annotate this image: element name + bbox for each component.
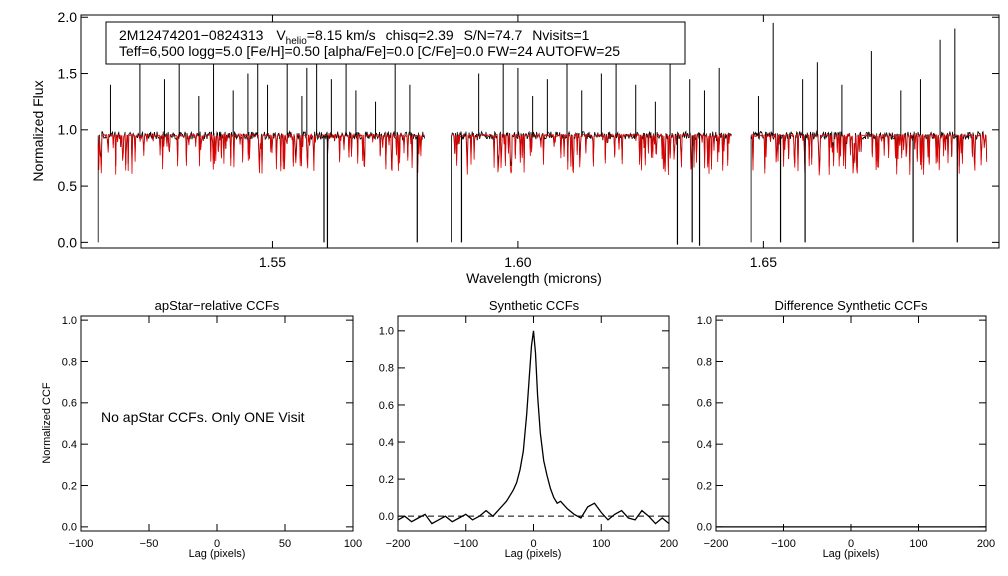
y-tick-label: 0.6 (62, 398, 77, 410)
x-tick-label: 0 (214, 538, 220, 550)
y-tick-label: 1.0 (62, 315, 77, 327)
x-tick-label: 100 (592, 538, 610, 550)
observed-spectrum-line (97, 129, 988, 243)
y-tick-label: 0.0 (58, 234, 78, 250)
y-tick-label: 0.2 (697, 480, 712, 492)
y-tick-label: 0.8 (62, 356, 77, 368)
y-tick-label: 0.5 (58, 178, 78, 194)
difference-ccf-axes-frame (715, 315, 987, 532)
difference-ccf-panel: Difference Synthetic CCFs −200 −100 0 100 20… (697, 298, 995, 560)
parameter-line-2: Teff=6,500 logg=5.0 [Fe/H]=0.50 [alpha/F… (119, 43, 620, 59)
vhelio-label: V (276, 27, 286, 43)
y-tick-label: 0.2 (62, 480, 77, 492)
x-tick-label: 0 (848, 538, 854, 550)
synthetic-spectrum-line (97, 132, 988, 176)
y-tick-label: 0.0 (697, 522, 712, 534)
x-tick-label: −200 (386, 538, 411, 550)
synthetic-ccf-line (397, 330, 670, 525)
difference-ccf-xlabel: Lag (pixels) (823, 548, 880, 560)
x-tick-label: 0 (530, 538, 536, 550)
nvisits-value: Nvisits=1 (532, 27, 589, 43)
y-tick-label: 0.4 (379, 437, 394, 449)
snr-value: S/N=74.7 (464, 27, 523, 43)
y-tick-label: 1.0 (58, 122, 78, 138)
y-tick-label: 0.4 (62, 439, 77, 451)
apstar-ccf-message: No apStar CCFs. Only ONE Visit (101, 409, 305, 425)
x-tick-label: 100 (909, 538, 927, 550)
y-tick-label: 0.8 (379, 363, 394, 375)
y-tick-label: 1.0 (379, 326, 394, 338)
synthetic-ccf-ticks: −200 −100 0 100 200 0.0 0.2 0.4 0.6 0.8 1.0 (379, 316, 678, 550)
x-tick-label: 1.60 (504, 254, 531, 270)
x-tick-label: 100 (344, 538, 362, 550)
vhelio-value: =8.15 km/s (307, 27, 376, 43)
difference-ccf-title: Difference Synthetic CCFs (775, 298, 928, 313)
y-tick-label: 0.0 (62, 522, 77, 534)
x-tick-label: 50 (279, 538, 291, 550)
parameter-line-1: 2M12474201−0824313 Vhelio=8.15 km/s chis… (119, 27, 590, 47)
synthetic-ccf-panel: Synthetic CCFs −200 −100 0 100 200 0.0 0.2 0.4 0… (379, 298, 678, 560)
apstar-ccf-ylabel: Normalized CCF (41, 382, 53, 464)
x-tick-label: 1.55 (259, 254, 286, 270)
vhelio-subscript: helio (286, 36, 308, 47)
synthetic-ccf-axes-frame (397, 315, 670, 532)
apstar-ccf-panel: apStar−relative CCFs −100 −50 0 50 100 0.0 0.2… (41, 298, 362, 560)
y-tick-label: 0.4 (697, 439, 712, 451)
synthetic-ccf-title: Synthetic CCFs (489, 298, 580, 313)
y-tick-label: 0.2 (379, 474, 394, 486)
chisq-value: chisq=2.39 (386, 27, 454, 43)
x-tick-label: −50 (140, 538, 159, 550)
x-tick-label: −100 (771, 538, 796, 550)
y-tick-label: 1.5 (58, 65, 78, 81)
x-tick-label: 1.65 (750, 254, 777, 270)
x-tick-label: −200 (704, 538, 729, 550)
x-tick-label: −100 (69, 538, 94, 550)
y-tick-label: 0.6 (379, 400, 394, 412)
y-tick-label: 0.8 (697, 356, 712, 368)
spectrum-ylabel: Normalized Flux (30, 80, 46, 181)
apstar-ccf-xlabel: Lag (pixels) (189, 548, 246, 560)
x-tick-label: 200 (977, 538, 995, 550)
spectrum-panel: 1.55 1.60 1.65 0.0 0.5 1.0 1.5 2.0 2M12474201−0… (30, 9, 1000, 286)
apstar-ccf-ticks: −100 −50 0 50 100 0.0 0.2 0.4 0.6 0.8 1.0 (62, 315, 362, 550)
y-tick-label: 1.0 (697, 315, 712, 327)
parameter-box (105, 21, 686, 65)
spectrum-xlabel: Wavelength (microns) (466, 270, 602, 286)
x-tick-label: −100 (453, 538, 478, 550)
apstar-ccf-title: apStar−relative CCFs (155, 298, 280, 313)
synthetic-ccf-xlabel: Lag (pixels) (505, 548, 562, 560)
star-id: 2M12474201−0824313 (119, 27, 264, 43)
y-tick-label: 0.6 (697, 398, 712, 410)
synthetic-ccf-plot-area (397, 330, 670, 525)
y-tick-label: 0.0 (379, 511, 394, 523)
spectrum-axes-frame (80, 14, 1000, 249)
spectrum-ticks: 1.55 1.60 1.65 0.0 0.5 1.0 1.5 2.0 (58, 9, 999, 270)
y-tick-label: 2.0 (58, 9, 78, 25)
x-tick-label: 200 (660, 538, 678, 550)
difference-ccf-ticks: −200 −100 0 100 200 0.0 0.2 0.4 0.6 0.8 1.0 (697, 315, 995, 550)
